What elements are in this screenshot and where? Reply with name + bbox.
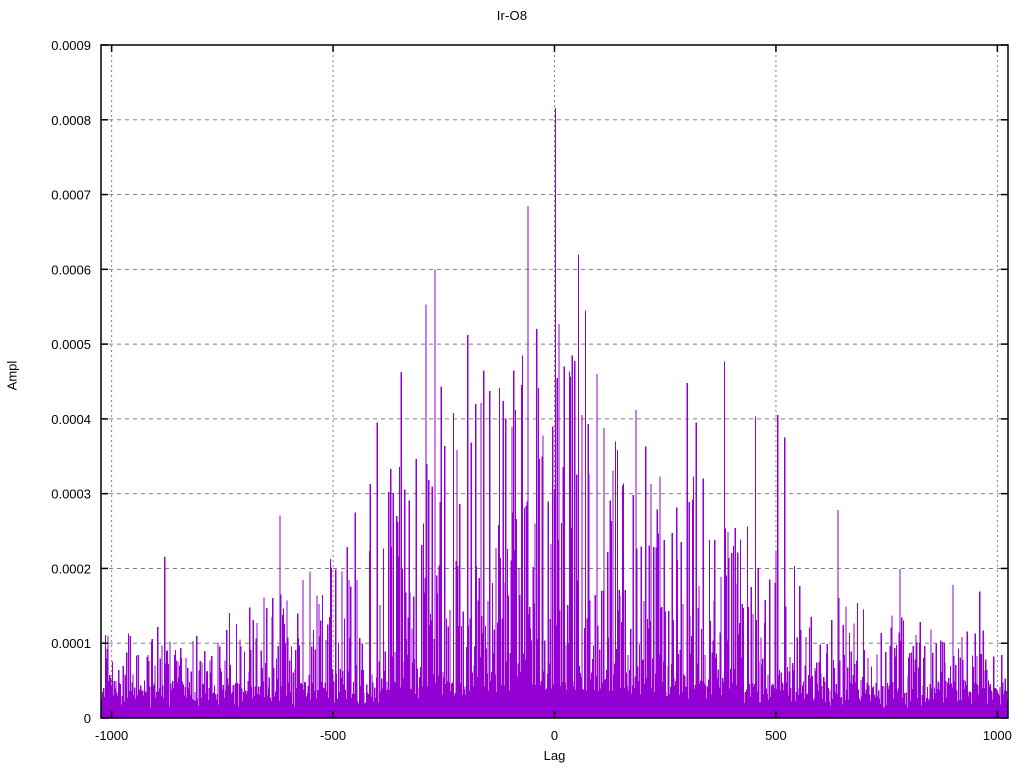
y-tick-label: 0.0003 bbox=[51, 487, 91, 502]
plot-frame bbox=[100, 44, 1009, 719]
y-tick-label: 0 bbox=[84, 711, 91, 726]
x-axis-label: Lag bbox=[543, 748, 566, 763]
plot-border bbox=[100, 44, 1009, 719]
chart-title: Ir-O8 bbox=[496, 8, 528, 23]
y-tick-label: 0.0004 bbox=[51, 412, 91, 427]
y-tick-label: 0.0005 bbox=[51, 337, 91, 352]
y-tick-label: 0.0008 bbox=[51, 113, 91, 128]
y-tick-label: 0.0001 bbox=[51, 636, 91, 651]
y-tick-label: 0.0002 bbox=[51, 561, 91, 576]
x-tick-label: -500 bbox=[320, 728, 346, 743]
impulse-series bbox=[100, 107, 1009, 718]
x-tick-label: 500 bbox=[765, 728, 787, 743]
x-tick-label: -1000 bbox=[95, 728, 128, 743]
x-tick-label: 0 bbox=[551, 728, 558, 743]
y-tick-labels: 0 0.0001 0.0002 0.0003 0.0004 0.0005 0.0006 0.0… bbox=[51, 38, 91, 726]
y-tick-label: 0.0007 bbox=[51, 188, 91, 203]
x-tick-labels: -1000 -500 0 500 1000 bbox=[95, 728, 1012, 743]
y-tick-label: 0.0006 bbox=[51, 262, 91, 277]
data-series-impulses bbox=[100, 107, 1009, 718]
y-tick-label: 0.0009 bbox=[51, 38, 91, 53]
x-tick-label: 1000 bbox=[983, 728, 1012, 743]
